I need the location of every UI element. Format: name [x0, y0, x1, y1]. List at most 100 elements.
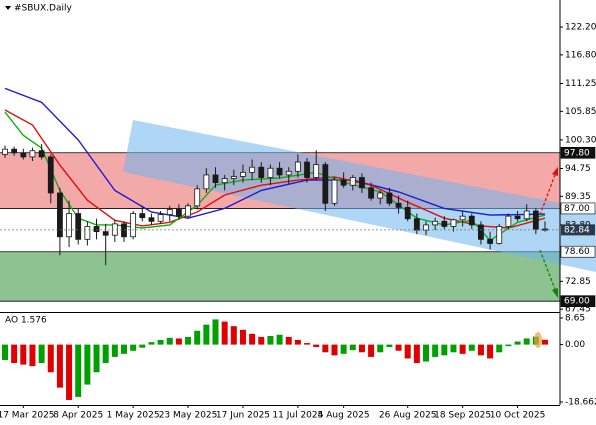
ao-bar: [258, 336, 265, 345]
moving-average: [4, 109, 546, 229]
x-tick-label: 23 May 2025: [159, 411, 218, 421]
ao-bar: [29, 344, 36, 367]
ao-bar: [496, 344, 503, 353]
candle-body: [29, 150, 36, 158]
ao-bar: [249, 333, 256, 345]
candle-body: [194, 188, 201, 207]
ao-bar: [2, 344, 8, 360]
candle-body: [203, 174, 210, 190]
x-tick-label: 17 Mar 2025: [0, 411, 55, 421]
ao-bar: [377, 344, 384, 353]
ao-bar: [441, 344, 448, 356]
last-price-label-bg: [561, 224, 595, 236]
y-tick-label: 72.85: [565, 277, 591, 287]
chart-title: #SBUX.Daily: [14, 4, 72, 14]
candle-body: [349, 177, 356, 186]
candle-body: [276, 167, 283, 176]
ao-bar: [148, 342, 155, 345]
ao-bar: [368, 344, 375, 357]
candle-body: [450, 219, 457, 227]
trend-channel: [123, 120, 596, 272]
candle-body: [130, 213, 137, 238]
level-label: 69.00: [564, 297, 590, 307]
ao-bar: [175, 338, 182, 345]
x-tick-label: 11 Jul 2025: [272, 411, 323, 421]
candle-body: [175, 209, 182, 217]
candle-body: [185, 205, 191, 217]
y-tick-label: 89.35: [565, 192, 591, 202]
ao-bar: [157, 339, 164, 345]
candle-body: [57, 192, 63, 238]
up-arrow-head: [552, 167, 558, 176]
ao-bar: [194, 330, 201, 345]
candle-body: [487, 238, 493, 244]
ao-bar: [203, 324, 210, 345]
ao-bar: [294, 339, 301, 345]
candle-body: [331, 179, 338, 204]
candle-body: [121, 223, 127, 238]
candle-body: [441, 220, 448, 227]
y-tick-label: 8.65: [565, 314, 585, 324]
ao-bar: [139, 344, 146, 348]
y-tick-label: 67.45: [565, 305, 591, 315]
y-tick-label: 122.20: [565, 23, 596, 33]
ao-bar: [102, 344, 109, 364]
candle-body: [157, 214, 164, 222]
x-tick-label: 1 May 2025: [107, 411, 160, 421]
x-tick-label: 17 Jun 2025: [216, 411, 270, 421]
ao-bar: [322, 344, 329, 353]
ao-bar: [313, 344, 320, 348]
last-price-label: 82.84: [564, 225, 590, 235]
level-label-bg: [560, 146, 596, 159]
candle-body: [359, 177, 365, 189]
ao-bar: [212, 319, 219, 345]
candle-body: [267, 167, 274, 178]
down-arrow-head: [552, 288, 558, 298]
y-tick-label: 100.30: [565, 135, 596, 145]
y-tick-label: 111.25: [565, 79, 596, 89]
ao-bar: [56, 344, 63, 388]
ao-bar: [395, 344, 402, 351]
y-tick-label: 116.80: [565, 50, 596, 60]
candle-body: [377, 192, 384, 199]
candle-body: [66, 213, 72, 238]
candle-body: [38, 150, 45, 158]
ao-bar: [166, 337, 173, 345]
indicator-title: AO 1.576: [5, 316, 47, 326]
x-tick-label: 18 Sep 2025: [434, 411, 491, 421]
title-icon: [5, 6, 11, 10]
zone: [0, 251, 560, 302]
candle-body: [102, 231, 109, 236]
ao-bar: [423, 344, 430, 362]
y-tick-label: -18.662: [565, 397, 596, 407]
x-tick-label: 4 Aug 2025: [318, 411, 370, 421]
x-tick-label: 10 Oct 2025: [490, 411, 546, 421]
level-label: 87.00: [564, 204, 590, 214]
candle-body: [75, 213, 82, 240]
level-label: 97.80: [564, 148, 590, 158]
ao-bar: [38, 344, 45, 364]
y-tick-label: 0.00: [565, 340, 585, 350]
candle-body: [20, 152, 27, 158]
candle-body: [212, 174, 219, 184]
ao-bar: [276, 334, 283, 345]
ao-bar: [66, 344, 73, 400]
x-tick-label: 26 Aug 2025: [379, 411, 437, 421]
candle-body: [93, 226, 100, 233]
ao-bar: [120, 344, 127, 354]
candle-body: [322, 164, 329, 204]
candle-body: [404, 206, 411, 220]
candle-body: [523, 210, 530, 220]
ao-bar: [349, 344, 356, 351]
ao-bar: [239, 329, 246, 345]
x-tick-label: 8 Apr 2025: [53, 411, 103, 421]
ao-bar: [11, 344, 18, 364]
candle-body: [285, 170, 292, 176]
candle-body: [2, 148, 8, 155]
candle-body: [413, 218, 420, 231]
down-arrow: [539, 249, 557, 293]
ao-bar: [404, 344, 411, 359]
ao-bar: [331, 344, 338, 356]
ao-bar: [450, 344, 457, 353]
